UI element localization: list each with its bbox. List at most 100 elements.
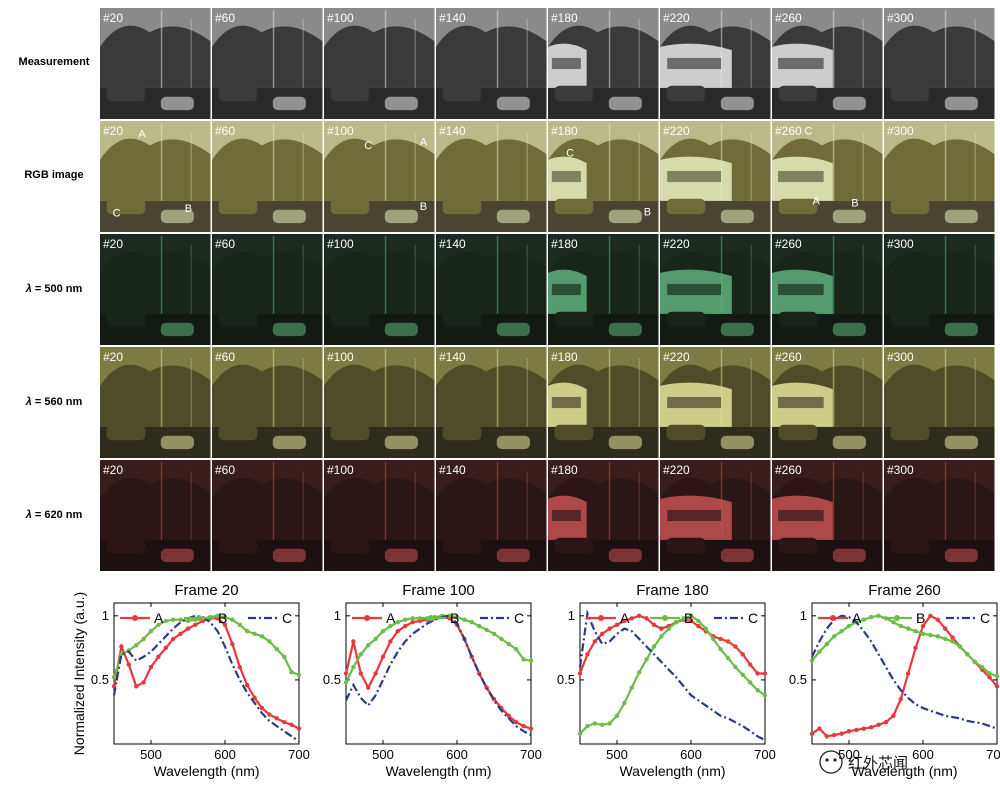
cell-pole bbox=[832, 349, 835, 433]
cell-trees bbox=[436, 477, 547, 540]
cell-pole bbox=[608, 236, 611, 320]
image-cell: #300 bbox=[884, 460, 995, 571]
cell-pole bbox=[832, 123, 835, 207]
image-cell: #260 bbox=[772, 347, 883, 458]
data-point bbox=[965, 652, 970, 657]
cell-pole bbox=[496, 349, 499, 433]
frame-label: #180 bbox=[551, 463, 578, 477]
cell-car bbox=[272, 435, 306, 450]
legend-label: A bbox=[620, 610, 630, 626]
image-cell: #140 bbox=[436, 121, 547, 232]
image-cell: #260 bbox=[772, 460, 883, 571]
image-cell: #220 bbox=[660, 8, 771, 119]
wechat-icon-eye-left bbox=[825, 758, 829, 762]
cell-pole bbox=[526, 19, 528, 92]
series-line bbox=[578, 609, 766, 742]
data-point bbox=[869, 725, 874, 730]
y-axis-label: Normalized Intensity (a.u.) bbox=[71, 592, 87, 755]
legend-marker bbox=[598, 615, 604, 621]
data-point bbox=[171, 617, 176, 622]
data-point bbox=[935, 634, 940, 639]
data-point bbox=[869, 614, 874, 620]
frame-label: #300 bbox=[887, 11, 914, 25]
data-point bbox=[528, 658, 534, 663]
data-point bbox=[817, 726, 822, 731]
cell-trees bbox=[212, 477, 323, 540]
cell-pole bbox=[944, 236, 947, 320]
point-label: C bbox=[364, 140, 372, 152]
frame-label: #220 bbox=[663, 463, 690, 477]
image-cell: #100 bbox=[324, 460, 435, 571]
image-cell: #300 bbox=[884, 8, 995, 119]
data-point bbox=[237, 622, 242, 627]
cell-trees bbox=[324, 251, 435, 314]
image-cell: #220 bbox=[660, 121, 771, 232]
cell-trees bbox=[100, 251, 211, 314]
legend-marker bbox=[830, 615, 836, 621]
series-C bbox=[811, 614, 998, 730]
data-point bbox=[134, 684, 139, 689]
data-point bbox=[178, 631, 183, 636]
point-label: C bbox=[804, 125, 812, 137]
image-cell: #300 bbox=[884, 234, 995, 345]
data-point bbox=[943, 626, 948, 631]
point-label: C bbox=[566, 148, 574, 160]
plot-title: Frame 180 bbox=[636, 582, 709, 599]
frame-label: #140 bbox=[439, 237, 466, 251]
data-point bbox=[499, 636, 504, 642]
cell-pole bbox=[414, 245, 416, 318]
data-point bbox=[506, 641, 511, 647]
cell-car bbox=[442, 424, 482, 441]
data-point bbox=[126, 662, 131, 667]
point-label: C bbox=[113, 207, 121, 219]
legend-label: B bbox=[450, 610, 459, 626]
data-point bbox=[809, 731, 815, 736]
data-point bbox=[380, 654, 386, 660]
data-point bbox=[484, 627, 489, 633]
frame-label: #220 bbox=[663, 350, 690, 364]
frame-label: #220 bbox=[663, 237, 690, 251]
cell-car bbox=[218, 198, 258, 215]
image-grid: #20 #60 #100 #140 #180 #220 #260 #300 #20 #60 #100… bbox=[100, 8, 995, 571]
frame-label: #20 bbox=[103, 237, 123, 251]
cell-pole bbox=[974, 19, 976, 92]
x-tick-label: 700 bbox=[986, 747, 1000, 762]
data-point bbox=[824, 734, 829, 739]
data-point bbox=[957, 644, 963, 649]
cell-car bbox=[272, 209, 306, 224]
data-point bbox=[148, 664, 154, 670]
cell-pole bbox=[496, 10, 499, 94]
x-tick-label: 600 bbox=[680, 747, 702, 762]
data-point bbox=[237, 664, 242, 670]
image-cell: #60 bbox=[212, 121, 323, 232]
image-cell: #100 bbox=[324, 121, 435, 232]
x-tick-label: 500 bbox=[140, 747, 162, 762]
series-line bbox=[811, 614, 998, 730]
cell-car bbox=[666, 424, 706, 441]
cell-pole bbox=[974, 132, 976, 205]
data-point bbox=[267, 712, 272, 717]
legend-label: B bbox=[218, 610, 227, 626]
data-point bbox=[651, 644, 657, 649]
cell-pole bbox=[414, 358, 416, 431]
data-point bbox=[388, 623, 393, 629]
frame-label: #60 bbox=[215, 463, 235, 477]
image-cell: #140 bbox=[436, 460, 547, 571]
cell-car bbox=[384, 209, 418, 224]
data-point bbox=[296, 726, 302, 731]
data-point bbox=[289, 722, 294, 727]
data-point bbox=[883, 720, 889, 725]
series-C bbox=[578, 609, 766, 742]
frame-label: #260 bbox=[775, 237, 802, 251]
legend-label: C bbox=[980, 610, 990, 626]
cell-pole bbox=[944, 10, 947, 94]
cell-car bbox=[944, 548, 978, 563]
y-tick-label: 1 bbox=[800, 608, 807, 623]
cell-trees bbox=[100, 477, 211, 540]
cell-pole bbox=[608, 462, 611, 546]
image-cell: #60 bbox=[212, 8, 323, 119]
cell-car bbox=[720, 435, 754, 450]
data-point bbox=[755, 687, 760, 693]
cell-car bbox=[218, 537, 258, 554]
